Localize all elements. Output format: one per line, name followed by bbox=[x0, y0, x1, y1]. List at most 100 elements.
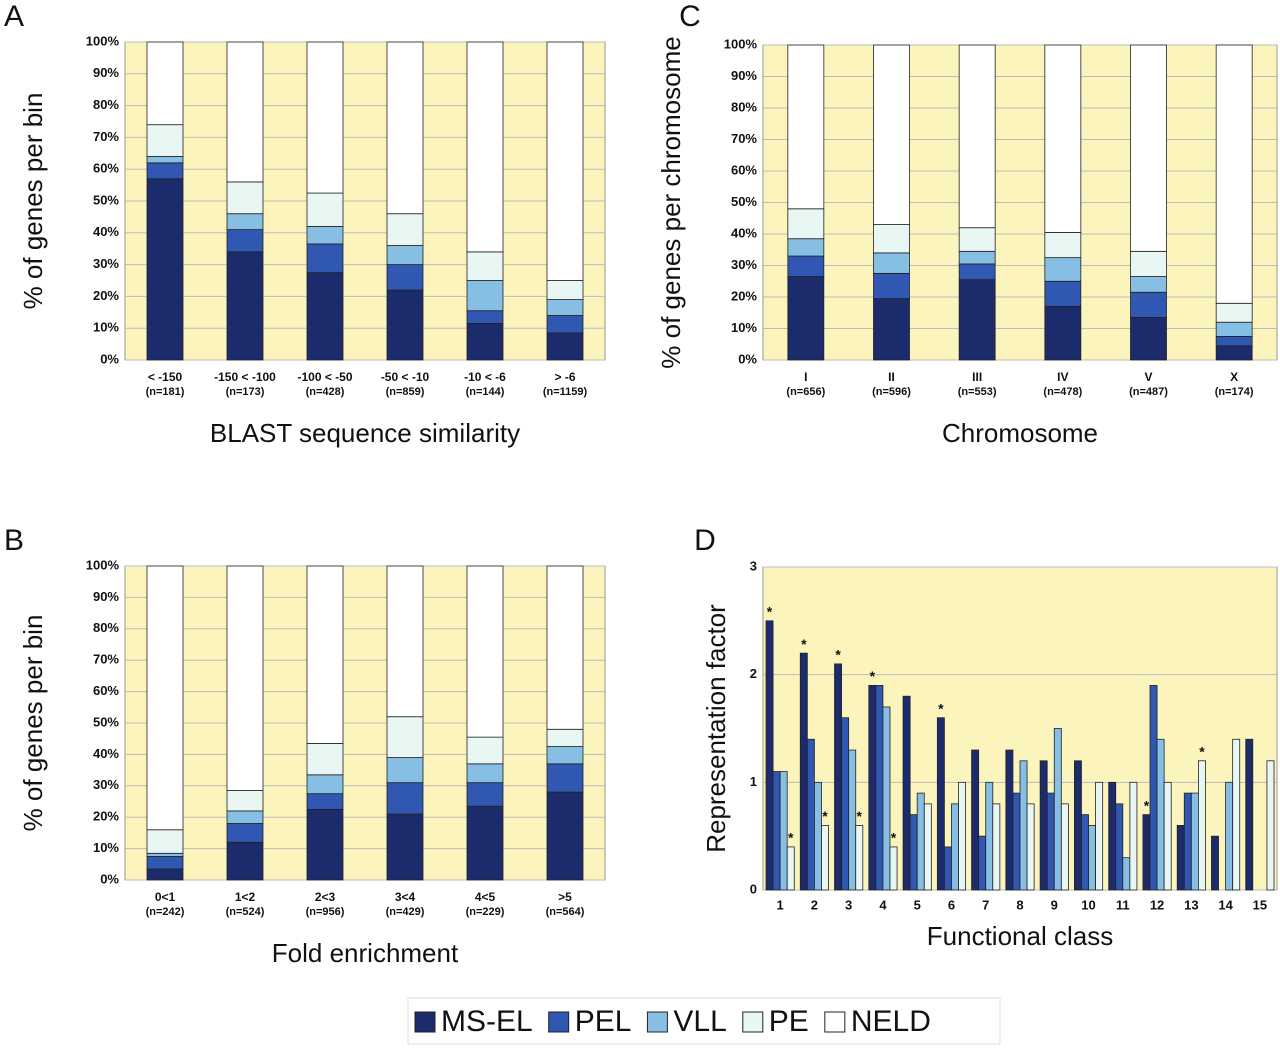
bar-segment bbox=[546, 565, 584, 730]
bar-segment bbox=[1044, 44, 1082, 233]
bar-segment bbox=[226, 841, 264, 881]
y-axis-label: % of genes per bin bbox=[18, 93, 48, 310]
bar-segment bbox=[386, 782, 424, 815]
bar bbox=[765, 620, 774, 891]
y-tick-label: 0% bbox=[738, 351, 757, 366]
y-tick-label: 50% bbox=[731, 194, 757, 209]
x-tick-label: 3 bbox=[845, 897, 852, 912]
bar-segment bbox=[787, 238, 825, 257]
y-tick-label: 30% bbox=[93, 777, 119, 792]
y-tick-label: 60% bbox=[731, 162, 757, 177]
bar bbox=[882, 706, 891, 891]
y-tick-label: 0 bbox=[750, 881, 757, 896]
n-label: (n=1159) bbox=[543, 386, 588, 398]
y-tick-label: 50% bbox=[93, 192, 119, 207]
bar-segment bbox=[873, 272, 910, 299]
bar bbox=[958, 781, 966, 891]
x-tick-label: IV bbox=[1057, 370, 1068, 384]
bar bbox=[1190, 792, 1199, 891]
n-label: (n=478) bbox=[1043, 386, 1082, 398]
y-tick-label: 0% bbox=[100, 351, 119, 366]
legend-label: MS-EL bbox=[441, 1005, 533, 1038]
panel-label: B bbox=[4, 524, 24, 557]
bar bbox=[978, 835, 987, 891]
bar bbox=[992, 803, 1001, 891]
bar bbox=[1060, 803, 1069, 891]
bar bbox=[821, 825, 829, 891]
bar-segment bbox=[787, 208, 825, 240]
bar-segment bbox=[466, 41, 504, 253]
y-tick-label: 1 bbox=[750, 774, 757, 789]
bar-segment bbox=[146, 856, 184, 870]
bar bbox=[1088, 825, 1096, 891]
bar-segment bbox=[787, 276, 825, 361]
bar-segment bbox=[873, 224, 910, 254]
bar-segment bbox=[146, 565, 184, 831]
bar-segment bbox=[146, 178, 184, 361]
n-label: (n=429) bbox=[386, 906, 425, 918]
legend-frame bbox=[407, 997, 1001, 1045]
x-tick-label: 0<1 bbox=[155, 890, 176, 904]
bar bbox=[875, 685, 884, 891]
legend-swatch bbox=[414, 1011, 436, 1033]
bar-segment bbox=[787, 44, 825, 210]
x-tick-label: 11 bbox=[1116, 897, 1130, 912]
x-tick-label: 15 bbox=[1253, 897, 1267, 912]
x-axis-label: Chromosome bbox=[942, 418, 1098, 448]
bar bbox=[834, 663, 842, 891]
bar-segment bbox=[958, 279, 996, 361]
bar-segment bbox=[546, 280, 584, 300]
y-tick-label: 70% bbox=[93, 129, 119, 144]
bar bbox=[1081, 814, 1089, 891]
bar bbox=[909, 814, 918, 891]
bar-segment bbox=[1044, 232, 1082, 259]
panel-label: D bbox=[694, 524, 716, 557]
bar-segment bbox=[146, 829, 184, 854]
x-tick-label: 5 bbox=[914, 897, 921, 912]
bar bbox=[772, 771, 781, 891]
bar bbox=[1039, 760, 1048, 891]
bar-segment bbox=[306, 226, 344, 245]
bar-segment bbox=[466, 763, 504, 784]
bar-segment bbox=[146, 41, 184, 126]
bar-segment bbox=[466, 323, 504, 361]
bar-segment bbox=[146, 162, 184, 180]
bar bbox=[1176, 825, 1185, 891]
y-tick-label: 100% bbox=[86, 557, 120, 572]
x-tick-label: < -150 bbox=[148, 370, 183, 384]
bar-segment bbox=[146, 852, 184, 857]
n-label: (n=173) bbox=[226, 386, 265, 398]
bar bbox=[1156, 738, 1165, 891]
x-axis-label: Fold enrichment bbox=[272, 938, 459, 968]
bar-segment bbox=[873, 44, 910, 225]
bar bbox=[916, 792, 925, 891]
bar bbox=[799, 652, 808, 891]
bar-segment bbox=[386, 264, 424, 291]
bar-segment bbox=[958, 44, 996, 229]
bar-segment bbox=[1044, 306, 1082, 361]
x-axis-label: Functional class bbox=[927, 921, 1113, 951]
x-tick-label: 4<5 bbox=[475, 890, 496, 904]
y-axis-label: % of genes per chromosome bbox=[656, 36, 686, 368]
legend-swatch bbox=[824, 1011, 846, 1033]
y-tick-label: 10% bbox=[93, 320, 119, 335]
annotation: * bbox=[788, 830, 794, 846]
bar-segment bbox=[386, 813, 424, 881]
y-tick-label: 90% bbox=[93, 65, 119, 80]
y-tick-label: 10% bbox=[93, 840, 119, 855]
y-tick-label: 40% bbox=[731, 225, 757, 240]
bar-segment bbox=[958, 227, 996, 252]
bar-segment bbox=[386, 213, 424, 246]
bar-segment bbox=[546, 763, 584, 793]
bar-segment bbox=[1130, 291, 1167, 318]
bar-segment bbox=[306, 41, 344, 194]
bar-segment bbox=[546, 728, 584, 747]
bar bbox=[1053, 728, 1062, 891]
n-label: (n=242) bbox=[146, 906, 185, 918]
x-tick-label: 4 bbox=[879, 897, 887, 912]
bar bbox=[855, 825, 864, 891]
bar-segment bbox=[1044, 280, 1082, 307]
bar-segment bbox=[466, 782, 504, 807]
bar bbox=[1095, 781, 1104, 891]
x-axis-label: BLAST sequence similarity bbox=[210, 418, 520, 448]
